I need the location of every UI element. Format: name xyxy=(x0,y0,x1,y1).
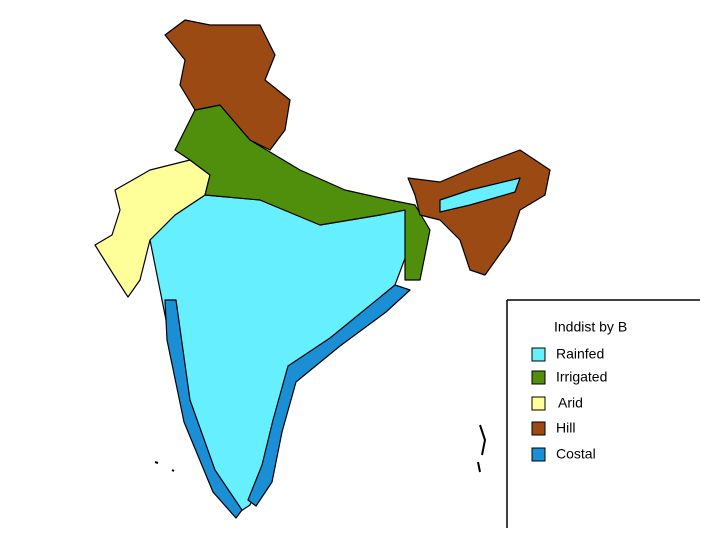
region-coastal-west xyxy=(164,299,243,519)
legend-swatch xyxy=(531,370,546,385)
legend-label: Rainfed xyxy=(556,346,604,362)
legend-swatch xyxy=(531,347,546,362)
legend-swatch xyxy=(531,396,546,411)
region-hill-north xyxy=(164,19,291,151)
legend-label: Arid xyxy=(558,395,583,411)
legend: Inddist by B Rainfed Irrigated Arid Hill Cos… xyxy=(506,299,700,528)
legend-label: Irrigated xyxy=(556,369,607,385)
legend-label: Hill xyxy=(556,420,575,436)
legend-label: Costal xyxy=(556,446,596,462)
region-coastal-east xyxy=(247,284,411,507)
legend-title: Inddist by B xyxy=(554,319,627,335)
region-rainfed-northeast xyxy=(439,177,521,213)
india-map xyxy=(94,19,551,519)
legend-swatch xyxy=(531,447,546,462)
region-hill-northeast xyxy=(407,149,551,276)
region-rainfed xyxy=(149,194,411,516)
islands xyxy=(154,424,487,473)
legend-swatch xyxy=(531,421,546,436)
